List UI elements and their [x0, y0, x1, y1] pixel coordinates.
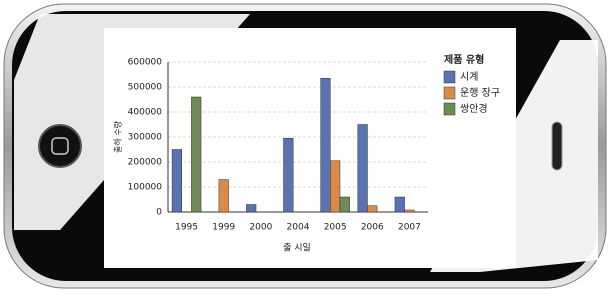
bar — [172, 150, 182, 213]
y-tick-label: 400000 — [128, 108, 163, 118]
y-tick-label: 300000 — [128, 133, 163, 143]
legend-swatch — [444, 71, 455, 83]
x-tick-label: 2006 — [361, 223, 384, 233]
bar — [405, 210, 415, 212]
legend-swatch — [444, 103, 455, 115]
y-tick-label: 200000 — [128, 158, 163, 168]
bar — [246, 205, 256, 213]
x-tick-label: 2005 — [324, 223, 347, 233]
legend-label: 쌍안경 — [460, 102, 488, 115]
legend-title: 제품 유형 — [444, 53, 484, 66]
x-axis-label: 출 시일 — [283, 243, 311, 254]
legend-swatch — [444, 87, 455, 99]
bar — [358, 125, 368, 213]
y-tick-label: 100000 — [128, 183, 163, 193]
bar — [284, 138, 294, 212]
x-tick-label: 2004 — [287, 223, 310, 233]
bar — [340, 197, 350, 212]
page: 출 시일 출하 수량 제품 유형 0 100000 200000 300000 4000… — [0, 0, 610, 292]
y-tick-label: 500000 — [128, 83, 163, 93]
bar — [395, 197, 405, 212]
bar — [321, 78, 331, 212]
bar — [330, 161, 340, 212]
bar — [191, 97, 201, 212]
y-tick-label: 600000 — [128, 58, 163, 68]
x-tick-label: 1999 — [212, 223, 235, 233]
bar — [367, 206, 377, 212]
x-tick-label: 2007 — [398, 223, 421, 233]
y-tick-label: 0 — [156, 208, 162, 218]
x-tick-label: 1995 — [175, 223, 198, 233]
legend-label: 운행 장구 — [460, 87, 500, 99]
bar — [219, 180, 229, 213]
x-tick-label: 2000 — [249, 223, 272, 233]
legend-label: 시계 — [460, 71, 478, 83]
y-axis-label: 출하 수량 — [113, 120, 123, 153]
